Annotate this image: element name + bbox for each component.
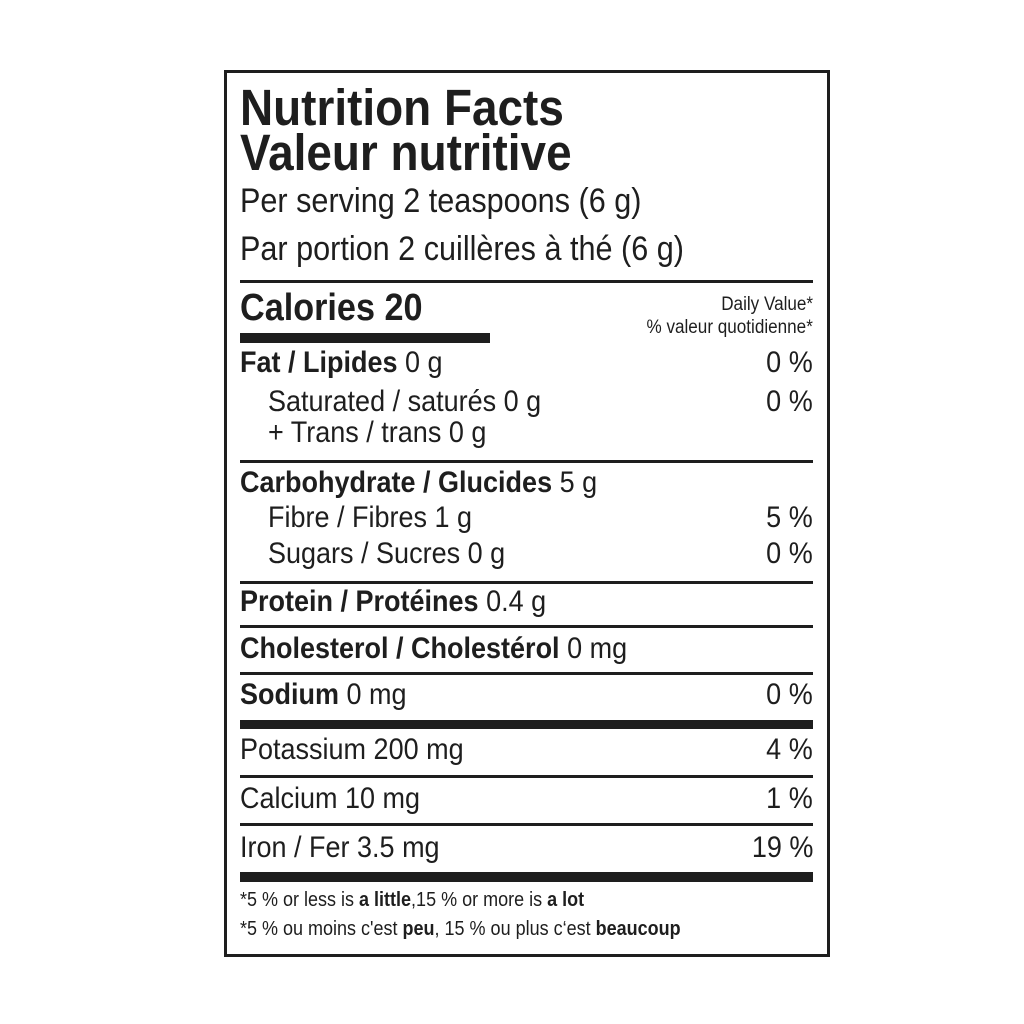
divider (240, 625, 813, 628)
sugars-dv: 0 % (766, 537, 813, 570)
fat-row: Fat / Lipides 0 g (240, 346, 443, 379)
calcium-row: Calcium 10 mg (240, 782, 421, 815)
sugars-row: Sugars / Sucres 0 g (268, 537, 506, 570)
potassium-row: Potassium 200 mg (240, 733, 464, 766)
divider (240, 823, 813, 826)
divider (240, 775, 813, 778)
protein-row: Protein / Protéines 0.4 g (240, 585, 547, 618)
cholesterol-row: Cholesterol / Cholestérol 0 mg (240, 632, 628, 665)
fibre-row: Fibre / Fibres 1 g (268, 501, 473, 534)
footnote-en: *5 % or less is a little,15 % or more is… (240, 889, 585, 911)
saturated-row: Saturated / saturés 0 g (268, 385, 542, 418)
saturated-dv: 0 % (766, 385, 813, 418)
sodium-dv: 0 % (766, 678, 813, 711)
calories: Calories 20 (240, 287, 423, 329)
thick-divider (240, 720, 813, 729)
title-fr: Valeur nutritive (240, 124, 572, 181)
calories-bar (240, 333, 490, 343)
daily-value-en: Daily Value* (721, 294, 813, 315)
divider (240, 581, 813, 584)
iron-dv: 19 % (751, 831, 813, 864)
potassium-dv: 4 % (766, 733, 813, 766)
divider (240, 460, 813, 463)
trans-row: + Trans / trans 0 g (268, 416, 487, 449)
calcium-dv: 1 % (766, 782, 813, 815)
footnote-fr: *5 % ou moins c'est peu, 15 % ou plus c‘… (240, 918, 681, 940)
fat-dv: 0 % (766, 346, 813, 379)
carbohydrate-row: Carbohydrate / Glucides 5 g (240, 466, 598, 499)
nutrition-label-border (224, 70, 830, 957)
serving-size-en: Per serving 2 teaspoons (6 g) (240, 182, 642, 220)
title-en: Nutrition Facts (240, 79, 564, 136)
daily-value-fr: % valeur quotidienne* (646, 317, 813, 338)
fibre-dv: 5 % (766, 501, 813, 534)
divider (240, 672, 813, 675)
serving-size-fr: Par portion 2 cuillères à thé (6 g) (240, 230, 684, 268)
sodium-row: Sodium 0 mg (240, 678, 407, 711)
divider (240, 280, 813, 283)
iron-row: Iron / Fer 3.5 mg (240, 831, 440, 864)
thick-divider (240, 872, 813, 882)
